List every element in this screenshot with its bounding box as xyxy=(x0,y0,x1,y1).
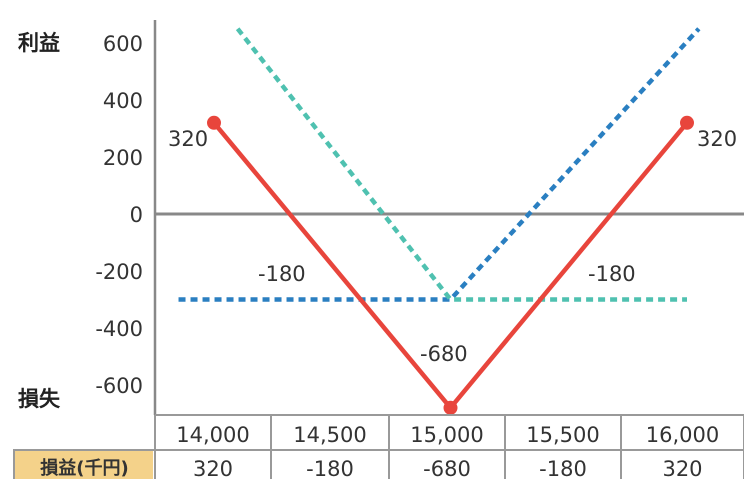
table-header-cell: 15,500 xyxy=(526,423,599,447)
y-label-loss: 損失 xyxy=(18,387,61,411)
series-layer xyxy=(178,27,701,415)
table-cell: 320 xyxy=(662,457,702,479)
table-cell: -680 xyxy=(423,457,471,479)
data-label: -680 xyxy=(420,342,468,366)
table-row-label-bg xyxy=(14,451,153,479)
table-header-cell: 16,000 xyxy=(646,423,719,447)
y-tick-label: 200 xyxy=(103,146,143,170)
y-tick-label: 600 xyxy=(103,32,143,56)
y-tick-label: 400 xyxy=(103,89,143,113)
table-header-cell: 15,000 xyxy=(410,423,483,447)
y-tick-label: -200 xyxy=(95,260,143,284)
data-label: 320 xyxy=(697,127,737,151)
table-header-cell: 14,000 xyxy=(176,423,249,447)
table-cell: -180 xyxy=(539,457,587,479)
series-line-call xyxy=(178,27,701,302)
y-tick-label: -400 xyxy=(95,317,143,341)
y-label-profit: 利益 xyxy=(18,31,60,55)
data-label: -180 xyxy=(258,262,306,286)
y-tick-label: 0 xyxy=(130,203,143,227)
table-row-label: 損益(千円) xyxy=(40,457,128,479)
labels-layer: 320 -180 -680 -180 320 xyxy=(168,127,737,366)
series-marker-straddle xyxy=(443,400,458,415)
series-marker-straddle xyxy=(680,115,694,130)
series-marker-straddle xyxy=(207,115,221,130)
table-header-cell: 14,500 xyxy=(293,423,366,447)
data-table: 14,000 320 14,500 -180 15,000 -680 15,500 -180 1… xyxy=(13,414,744,479)
y-tick-label: -600 xyxy=(95,374,143,398)
data-label: 320 xyxy=(168,127,208,151)
table-cell: -180 xyxy=(306,457,354,479)
series-line-put xyxy=(235,27,687,302)
data-label: -180 xyxy=(588,262,636,286)
table-cell: 320 xyxy=(193,457,233,479)
